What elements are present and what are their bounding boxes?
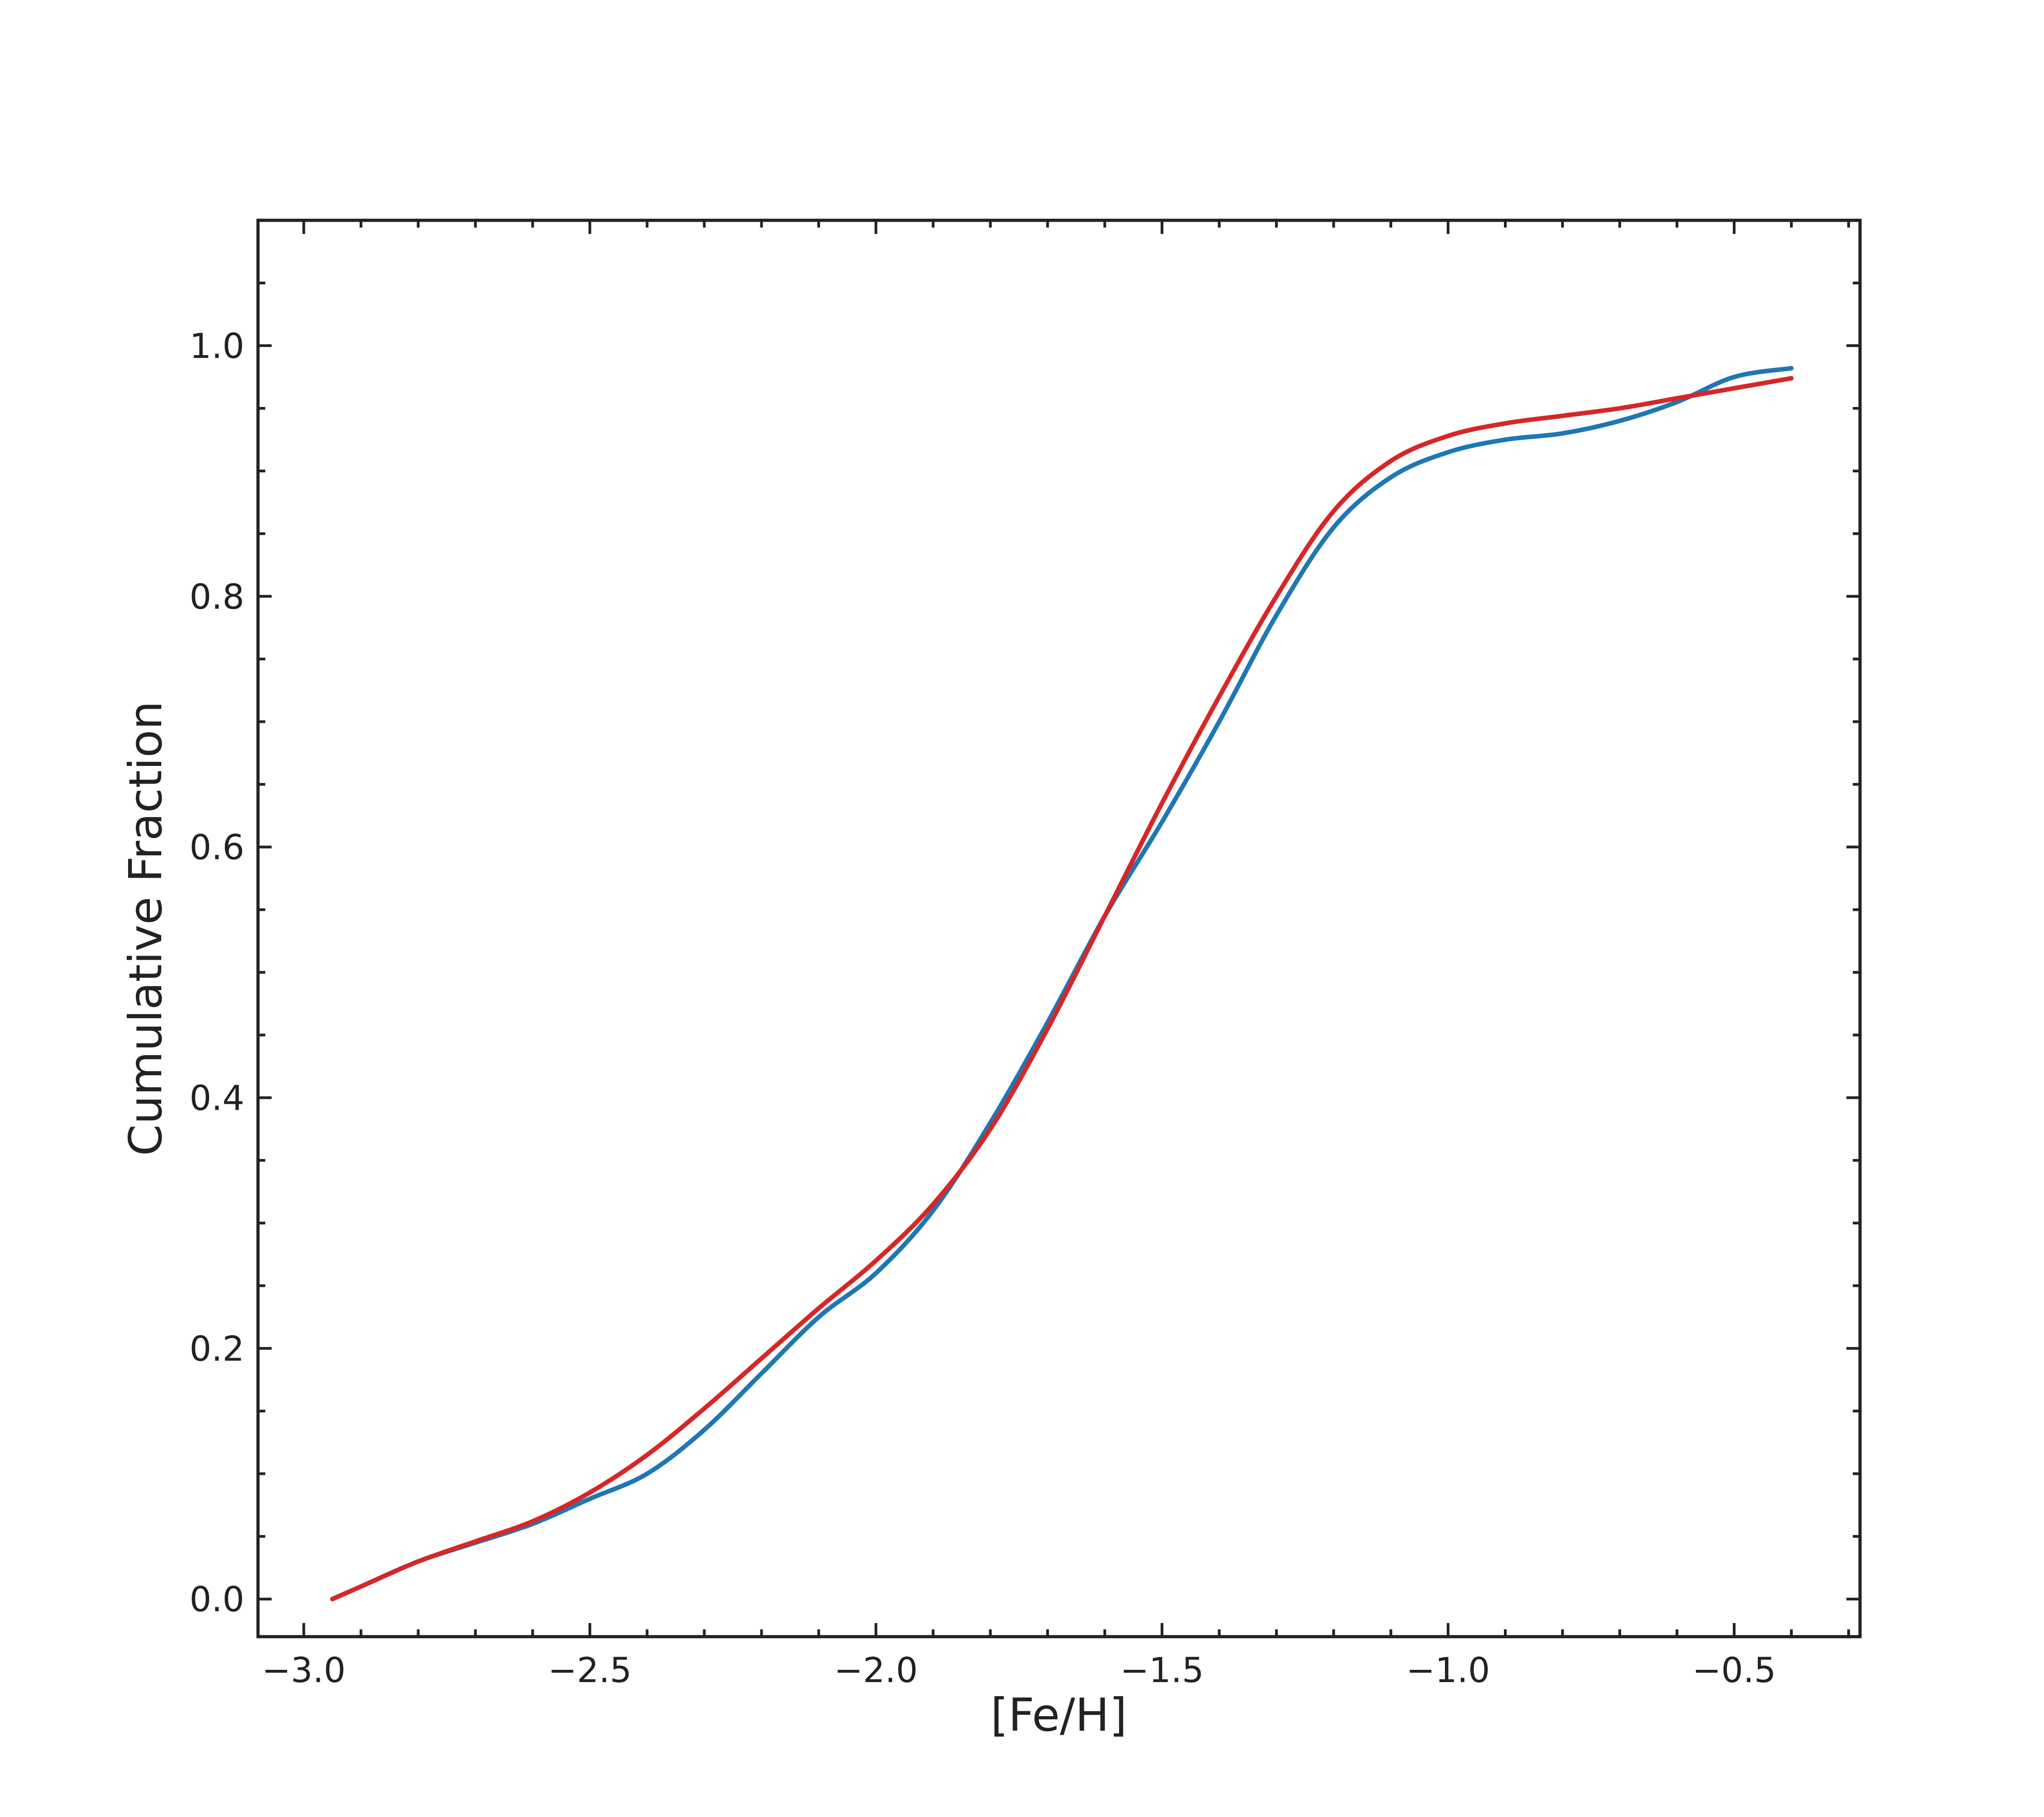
y-tick-label: 0.0 [189, 1579, 244, 1619]
tick-labels: −3.0 −2.5 −2.0 −1.5 −1.0 −0.5 0.0 0.2 0.4 0.6 0.8 1… [189, 326, 1776, 1690]
red-series-line [330, 376, 1794, 1602]
minor-ticks [258, 219, 1860, 1637]
y-tick-label: 0.8 [189, 576, 244, 617]
x-tick-label: −2.0 [834, 1650, 918, 1690]
y-tick-label: 1.0 [189, 326, 244, 366]
y-axis-label: Cumulative Fraction [119, 701, 172, 1156]
y-tick-label: 0.2 [189, 1328, 244, 1369]
x-tick-label: −3.0 [262, 1650, 346, 1690]
plot-frame [256, 218, 1862, 1638]
major-ticks [258, 220, 1860, 1637]
blue-series-line [330, 366, 1794, 1602]
x-axis-label: [Fe/H] [991, 1688, 1127, 1742]
y-tick-label: 0.6 [189, 827, 244, 868]
series-lines [330, 366, 1794, 1602]
x-tick-label: −1.0 [1406, 1650, 1490, 1690]
x-tick-label: −1.5 [1120, 1650, 1204, 1690]
x-tick-label: −0.5 [1692, 1650, 1776, 1690]
x-tick-label: −2.5 [548, 1650, 632, 1690]
y-tick-label: 0.4 [189, 1078, 244, 1118]
